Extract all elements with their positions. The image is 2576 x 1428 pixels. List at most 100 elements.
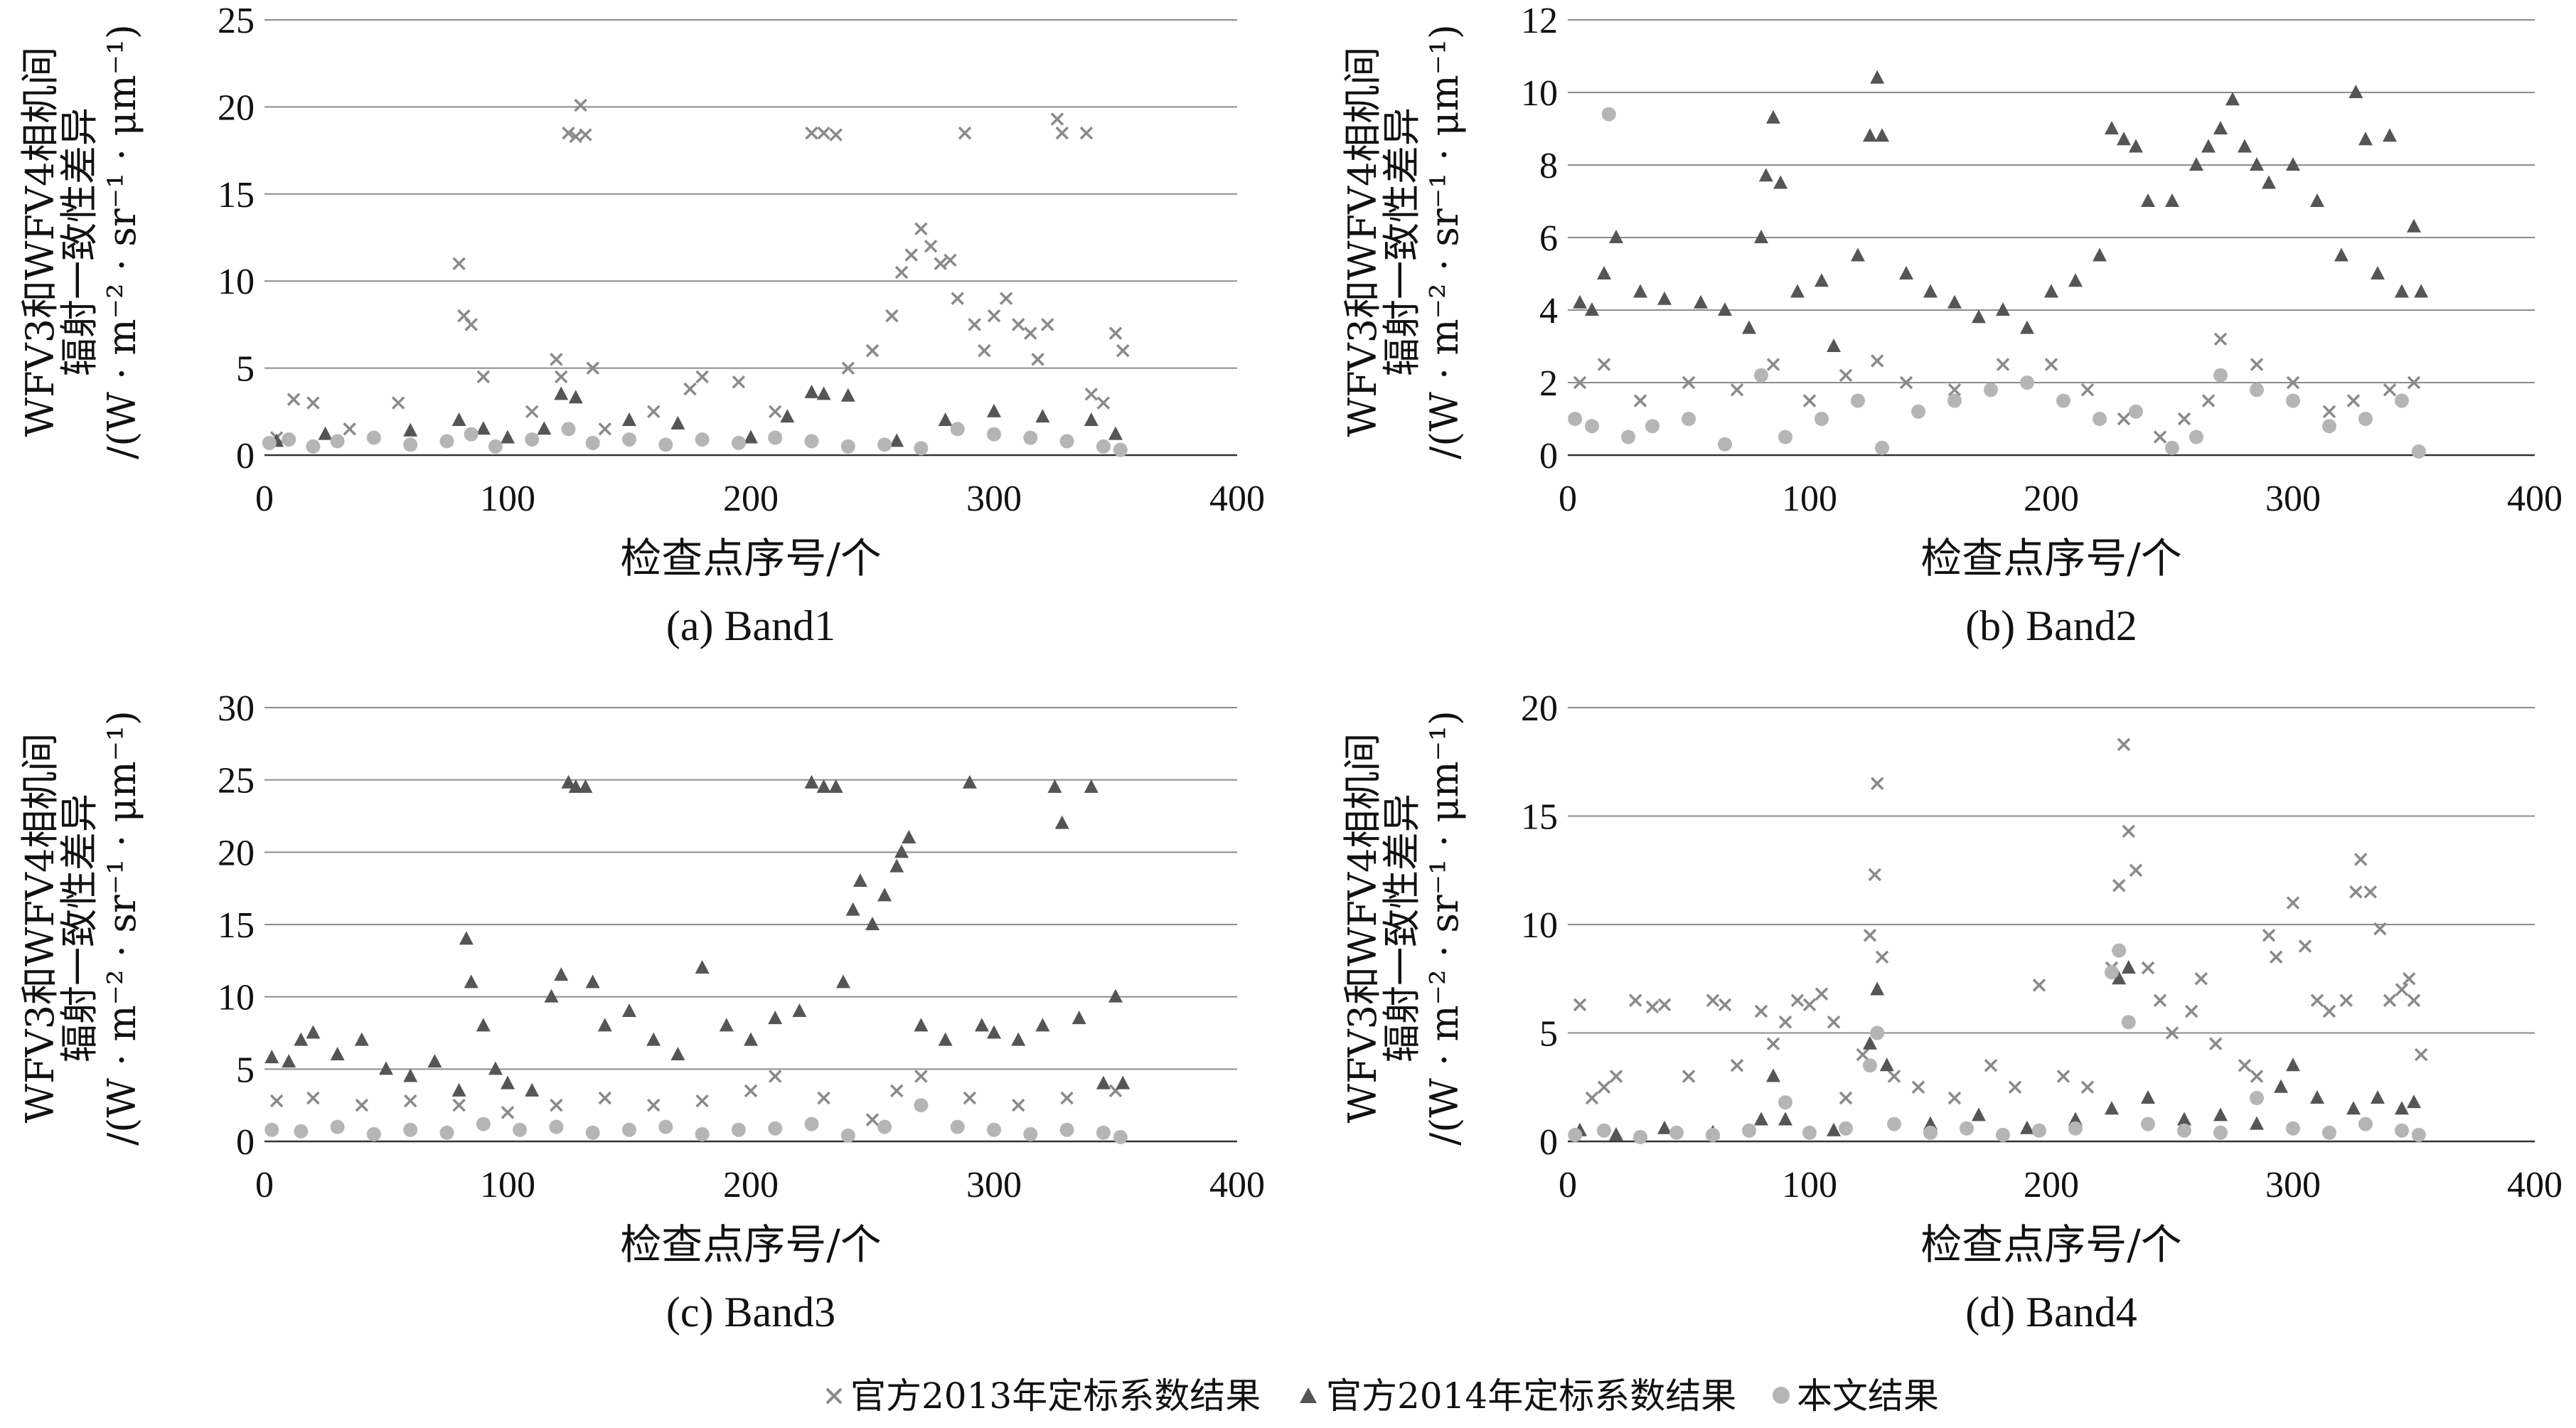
point-a-0-15 [579, 128, 592, 142]
point-d-2-16 [2068, 1121, 2083, 1136]
point-a-2-24 [1059, 434, 1074, 449]
x-tick-label-a-3: 300 [966, 479, 1022, 519]
point-d-1-9 [1870, 981, 1885, 996]
point-c-1-41 [902, 830, 916, 843]
point-d-2-0 [1568, 1127, 1583, 1142]
point-d-1-25 [2346, 1101, 2361, 1115]
point-a-2-19 [877, 437, 892, 452]
point-d-2-24 [2286, 1121, 2300, 1136]
point-b-2-18 [2129, 404, 2143, 419]
point-a-0-16 [586, 361, 599, 375]
point-b-1-48 [2395, 284, 2409, 298]
y-tick-label-b-2: 4 [1539, 291, 1558, 331]
point-b-1-0 [1573, 294, 1587, 309]
point-d-0-46 [2269, 950, 2283, 964]
point-c-0-6 [550, 1098, 563, 1112]
point-b-2-15 [2020, 375, 2034, 390]
point-b-0-12 [2044, 358, 2058, 371]
point-d-2-8 [1839, 1121, 1853, 1136]
point-d-2-26 [2358, 1117, 2373, 1131]
point-c-1-31 [804, 774, 819, 789]
point-b-2-27 [2411, 444, 2426, 459]
point-d-2-23 [2250, 1091, 2264, 1105]
point-b-1-27 [2068, 273, 2083, 287]
point-d-0-37 [2141, 961, 2155, 975]
x-tick-label-a-2: 200 [723, 479, 779, 519]
point-c-1-1 [282, 1054, 296, 1068]
point-a-2-3 [330, 434, 345, 449]
point-a-2-5 [403, 437, 418, 452]
point-b-0-0 [1573, 375, 1587, 390]
point-b-2-12 [1911, 404, 1925, 419]
point-a-2-23 [1023, 430, 1038, 445]
point-d-1-12 [1972, 1107, 1986, 1121]
point-d-0-21 [1868, 868, 1882, 882]
y-tick-label-c-2: 10 [218, 978, 255, 1018]
legend-label-this: 本文结果 [1797, 1375, 1939, 1417]
point-d-1-28 [2407, 1094, 2421, 1109]
point-a-0-50 [1108, 326, 1123, 340]
point-a-0-38 [978, 343, 991, 358]
point-d-0-51 [2339, 993, 2353, 1007]
x-tick-label-d-0: 0 [1559, 1165, 1577, 1205]
point-a-2-8 [488, 439, 503, 454]
point-c-1-12 [476, 1018, 491, 1032]
point-c-1-33 [828, 779, 843, 793]
point-b-1-5 [1657, 291, 1672, 305]
point-b-0-24 [2407, 375, 2421, 390]
point-d-2-5 [1742, 1123, 1756, 1138]
point-a-0-36 [958, 126, 972, 140]
point-b-1-6 [1694, 294, 1708, 309]
point-c-0-10 [744, 1084, 758, 1098]
point-b-1-2 [1597, 266, 1611, 279]
point-a-0-35 [951, 292, 964, 305]
y-axis-label-a-1: 辐射一致性差异 [57, 107, 102, 376]
y-axis-label-c-1: 辐射一致性差异 [57, 794, 102, 1062]
point-c-1-19 [568, 779, 583, 793]
point-c-0-2 [355, 1098, 369, 1112]
point-b-2-11 [1875, 440, 1889, 455]
y-tick-label-c-1: 5 [236, 1050, 255, 1090]
point-b-2-1 [1585, 419, 1599, 434]
point-b-0-18 [2213, 332, 2228, 346]
point-a-0-22 [768, 405, 782, 419]
series-b-2 [1568, 107, 2426, 459]
point-a-0-4 [391, 396, 405, 410]
point-a-2-0 [262, 435, 277, 450]
point-b-1-25 [2020, 320, 2034, 334]
point-d-0-52 [2349, 885, 2363, 899]
point-d-0-19 [1856, 1048, 1870, 1062]
y-tick-label-b-5: 10 [1521, 73, 1558, 114]
point-a-2-13 [658, 437, 673, 452]
point-a-1-11 [744, 430, 758, 444]
point-d-0-16 [1815, 987, 1829, 1001]
point-b-1-9 [1754, 230, 1768, 243]
point-a-2-1 [282, 432, 296, 447]
point-c-1-15 [525, 1082, 540, 1097]
point-c-1-44 [962, 774, 977, 789]
series-d-1 [1573, 960, 2421, 1141]
point-b-2-19 [2165, 440, 2179, 455]
point-a-2-22 [987, 427, 1001, 442]
series-d-2 [1568, 943, 2426, 1144]
point-d-0-33 [2112, 878, 2126, 892]
point-a-0-21 [732, 375, 746, 389]
point-a-2-7 [464, 427, 479, 442]
point-b-0-10 [1947, 383, 1962, 397]
point-d-1-14 [2068, 1112, 2083, 1126]
point-b-1-11 [1766, 110, 1780, 124]
point-d-2-9 [1863, 1058, 1877, 1073]
point-a-0-44 [1041, 318, 1054, 331]
point-c-2-13 [731, 1122, 746, 1137]
point-c-1-7 [403, 1068, 418, 1082]
point-c-1-10 [459, 931, 474, 945]
point-b-0-3 [1682, 375, 1696, 390]
point-d-0-6 [1657, 998, 1672, 1012]
point-b-1-29 [2105, 121, 2119, 134]
point-d-2-27 [2395, 1123, 2409, 1138]
point-c-2-6 [476, 1117, 491, 1131]
point-d-0-30 [2056, 1070, 2070, 1083]
point-d-0-13 [1778, 1016, 1792, 1029]
point-a-1-12 [780, 409, 795, 423]
